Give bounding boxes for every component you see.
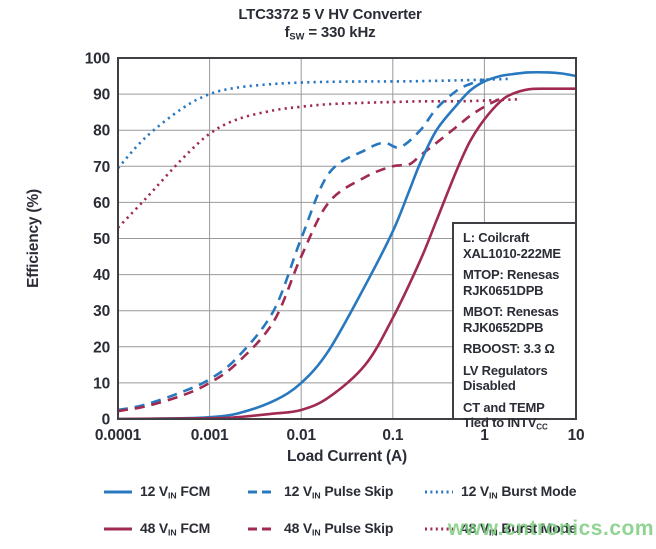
svg-text:70: 70 — [93, 159, 110, 176]
annotation-entry: CT and TEMP Tied to INTVCC — [463, 400, 575, 435]
legend-label: 48 VIN FCM — [140, 520, 211, 538]
legend-label: 12 VIN FCM — [140, 483, 211, 501]
y-axis-title: Efficiency (%) — [25, 189, 42, 288]
y-tick-labels: 0 10 20 30 40 50 60 70 80 90 100 — [85, 51, 110, 429]
svg-text:90: 90 — [93, 87, 110, 104]
chart-title-line2: fSW = 330 kHz — [284, 24, 376, 42]
annotation-line: Tied to INTVCC — [463, 415, 548, 432]
annotation-entry: LV Regulators Disabled — [463, 363, 575, 394]
annotation-line: MTOP: Renesas — [463, 267, 560, 282]
svg-text:10: 10 — [93, 375, 110, 392]
legend-swatch-solid-red — [104, 527, 132, 531]
annotation-line: CT and TEMP — [463, 399, 545, 415]
annotation-line: LV Regulators — [463, 362, 548, 378]
curve-48-vin-pulse-skip — [118, 96, 504, 413]
legend-swatch-dashed-red — [248, 527, 276, 531]
annotation-line: XAL1010-222ME — [463, 245, 561, 261]
legend-item-12vin-burst-mode: 12 VIN Burst Mode — [424, 483, 577, 501]
curve-48-vin-fcm — [118, 87, 576, 419]
legend-label: 48 VIN Burst Mode — [461, 520, 577, 538]
chart-title: LTC3372 5 V HV Converter fSW = 330 kHz — [20, 6, 640, 46]
svg-text:0: 0 — [102, 412, 110, 429]
legend-swatch-dashed-blue — [248, 490, 276, 494]
svg-text:50: 50 — [93, 231, 110, 248]
legend-label: 12 VIN Burst Mode — [461, 483, 577, 501]
annotation-line: L: Coilcraft — [463, 230, 530, 245]
legend-item-48vin-pulse-skip: 48 VIN Pulse Skip — [247, 520, 394, 538]
conditions-annotation-box: L: Coilcraft XAL1010-222ME MTOP: Renesas RJ… — [452, 222, 577, 431]
legend-swatch-solid-blue — [104, 490, 132, 494]
annotation-entry: RBOOST: 3.3 Ω — [463, 341, 575, 357]
annotation-entry: L: Coilcraft XAL1010-222ME — [463, 230, 575, 261]
annotation-line: MBOT: Renesas — [463, 304, 559, 319]
curve-12-vin-burst-mode — [118, 77, 508, 169]
legend-swatch-dotted-blue — [425, 490, 453, 494]
svg-text:0.0001: 0.0001 — [95, 427, 142, 444]
legend-label: 48 VIN Pulse Skip — [284, 520, 394, 538]
annotation-entry: MTOP: Renesas RJK0651DPB — [463, 267, 575, 298]
legend-swatch-dotted-red — [425, 527, 453, 531]
svg-text:0.1: 0.1 — [382, 427, 404, 444]
subscript-sw: SW — [289, 31, 305, 42]
annotation-line: RJK0652DPB — [463, 319, 544, 335]
legend-item-48vin-fcm: 48 VIN FCM — [103, 520, 211, 538]
svg-text:10: 10 — [568, 427, 585, 444]
x-axis-title: Load Current (A) — [287, 448, 407, 465]
x-tick-labels: 0.0001 0.001 0.01 0.1 1 10 — [95, 427, 585, 444]
svg-text:40: 40 — [93, 267, 110, 284]
legend-label: 12 VIN Pulse Skip — [284, 483, 394, 501]
curve-12-vin-fcm — [118, 70, 576, 419]
legend-item-12vin-pulse-skip: 12 VIN Pulse Skip — [247, 483, 394, 501]
svg-text:20: 20 — [93, 339, 110, 356]
curve-48-vin-burst-mode — [118, 97, 521, 229]
svg-text:60: 60 — [93, 195, 110, 212]
svg-text:1: 1 — [480, 427, 489, 444]
svg-text:0.01: 0.01 — [287, 427, 317, 444]
svg-text:100: 100 — [85, 51, 110, 68]
annotation-entry: MBOT: Renesas RJK0652DPB — [463, 304, 575, 335]
svg-text:0.001: 0.001 — [191, 427, 229, 444]
legend-item-48vin-burst-mode: 48 VIN Burst Mode — [424, 520, 577, 538]
svg-text:80: 80 — [93, 123, 110, 140]
annotation-line: RBOOST: 3.3 Ω — [463, 341, 555, 356]
svg-text:30: 30 — [93, 303, 110, 320]
legend-item-12vin-fcm: 12 VIN FCM — [103, 483, 211, 501]
annotation-line: RJK0651DPB — [463, 282, 544, 298]
chart-title-line1: LTC3372 5 V HV Converter — [238, 6, 422, 23]
curve-12-vin-pulse-skip — [118, 78, 485, 412]
curves — [118, 70, 576, 419]
annotation-line: Disabled — [463, 378, 516, 393]
